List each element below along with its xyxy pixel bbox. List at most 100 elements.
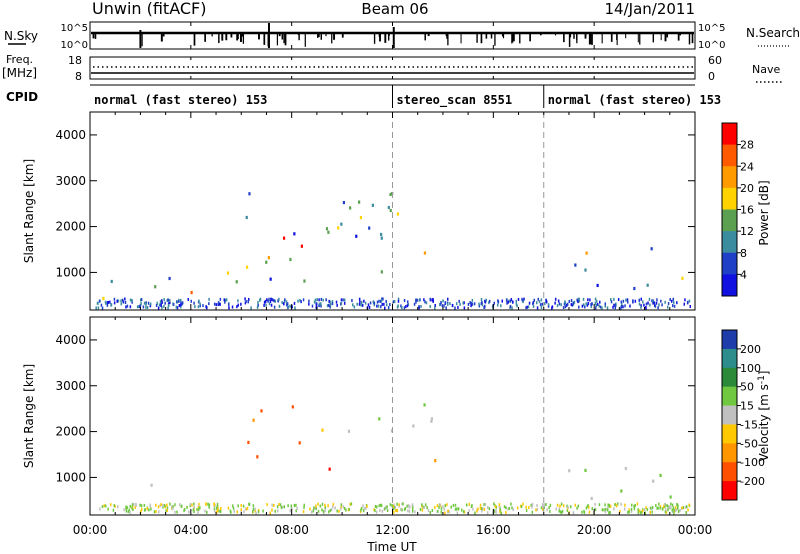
power-ytick-label: 4000 xyxy=(55,128,86,142)
velocity-ground-cell xyxy=(125,509,128,513)
velocity-ground-cell xyxy=(399,507,402,511)
power-ground-cell xyxy=(540,298,543,302)
power-colorbar-swatch xyxy=(722,252,737,275)
velocity-cell xyxy=(412,424,415,428)
power-ground-cell xyxy=(413,302,416,306)
date-label: 14/Jan/2011 xyxy=(605,0,696,18)
power-ground-cell xyxy=(160,304,162,308)
power-ground-cell xyxy=(670,299,673,303)
power-ground-cell xyxy=(208,297,210,301)
velocity-ground-cell xyxy=(240,503,242,507)
power-ground-cell xyxy=(287,305,289,309)
power-ground-cell xyxy=(236,305,238,309)
velocity-ytick-label: 1000 xyxy=(55,470,86,484)
power-ground-cell xyxy=(353,305,356,309)
power-ground-cell xyxy=(336,303,338,307)
velocity-ground-cell xyxy=(604,503,606,507)
power-ground-cell xyxy=(478,302,480,306)
velocity-colorbar-swatch xyxy=(722,386,737,407)
power-ground-cell xyxy=(225,298,228,302)
power-ground-cell xyxy=(470,302,473,306)
velocity-ground-cell xyxy=(296,506,298,510)
velocity-ground-cell xyxy=(452,503,455,507)
power-ground-cell xyxy=(372,300,375,304)
velocity-ground-cell xyxy=(334,506,336,510)
velocity-ground-cell xyxy=(191,503,193,507)
power-ground-cell xyxy=(289,304,291,308)
velocity-ground-cell xyxy=(366,504,368,508)
velocity-ground-cell xyxy=(681,506,683,510)
power-cell xyxy=(646,283,649,287)
velocity-colorbar-tick-label: -15 xyxy=(740,418,758,431)
velocity-ground-cell xyxy=(312,509,315,513)
power-ground-cell xyxy=(98,299,101,303)
velocity-ground-cell xyxy=(411,509,414,513)
power-ground-cell xyxy=(381,302,383,306)
velocity-ground-cell xyxy=(336,509,338,513)
velocity-ground-cell xyxy=(594,502,596,506)
velocity-ground-cell xyxy=(556,503,559,507)
velocity-ground-cell xyxy=(468,502,471,506)
velocity-ground-cell xyxy=(199,506,201,510)
velocity-ground-cell xyxy=(541,502,544,506)
power-ground-cell xyxy=(554,301,556,305)
power-ground-cell xyxy=(331,300,334,304)
velocity-ground-cell xyxy=(619,509,621,513)
power-ground-cell xyxy=(367,303,370,307)
velocity-cell xyxy=(659,473,662,478)
velocity-cell xyxy=(298,441,301,445)
velocity-ytick-label: 4000 xyxy=(55,333,86,347)
velocity-ground-cell xyxy=(481,509,483,513)
time-tick-label: 12:00 xyxy=(375,523,410,537)
velocity-ground-cell xyxy=(633,504,635,508)
power-ground-cell xyxy=(672,300,675,304)
power-ground-cell xyxy=(179,305,182,309)
velocity-ground-cell xyxy=(125,506,127,510)
velocity-ground-cell xyxy=(169,502,171,506)
velocity-ground-cell xyxy=(448,510,451,514)
velocity-colorbar-tick-label: -100 xyxy=(740,456,765,469)
velocity-ground-cell xyxy=(217,507,219,511)
velocity-ground-cell xyxy=(129,504,132,508)
power-ground-cell xyxy=(245,299,247,303)
velocity-ground-cell xyxy=(129,511,131,515)
power-cell xyxy=(358,200,361,204)
velocity-ground-cell xyxy=(480,507,483,511)
power-ground-cell xyxy=(664,300,666,304)
velocity-ground-cell xyxy=(508,506,511,510)
velocity-ground-cell xyxy=(493,502,495,506)
time-tick-label: 00:00 xyxy=(678,523,713,537)
velocity-cell xyxy=(423,403,426,407)
velocity-ground-cell xyxy=(332,505,334,509)
velocity-ground-cell xyxy=(160,503,162,507)
power-ground-cell xyxy=(653,301,655,305)
power-ground-cell xyxy=(541,302,544,306)
power-ground-cell xyxy=(138,305,141,309)
power-ground-cell xyxy=(418,298,421,302)
power-ground-cell xyxy=(578,305,580,309)
velocity-cell xyxy=(150,483,153,487)
power-ground-cell xyxy=(491,305,494,309)
velocity-ground-cell xyxy=(402,502,404,506)
velocity-ground-cell xyxy=(155,510,157,514)
power-ground-cell xyxy=(406,304,409,308)
velocity-ground-cell xyxy=(215,506,218,510)
power-ground-cell xyxy=(457,305,459,309)
velocity-ground-cell xyxy=(257,510,260,514)
velocity-ground-cell xyxy=(560,511,563,515)
velocity-ground-cell xyxy=(295,503,297,507)
velocity-ground-cell xyxy=(438,505,440,509)
velocity-ground-cell xyxy=(348,507,350,511)
power-ground-cell xyxy=(397,297,400,301)
power-ground-cell xyxy=(109,300,111,304)
power-ground-cell xyxy=(136,305,139,309)
velocity-ground-cell xyxy=(667,506,670,510)
power-ground-cell xyxy=(671,304,674,308)
power-cell xyxy=(267,256,270,260)
velocity-ground-cell xyxy=(583,510,586,514)
power-colorbar-tick-label: 24 xyxy=(740,160,754,173)
velocity-ground-cell xyxy=(174,510,176,514)
power-ground-cell xyxy=(161,306,163,310)
velocity-ground-cell xyxy=(624,503,626,507)
velocity-ground-cell xyxy=(560,502,563,506)
